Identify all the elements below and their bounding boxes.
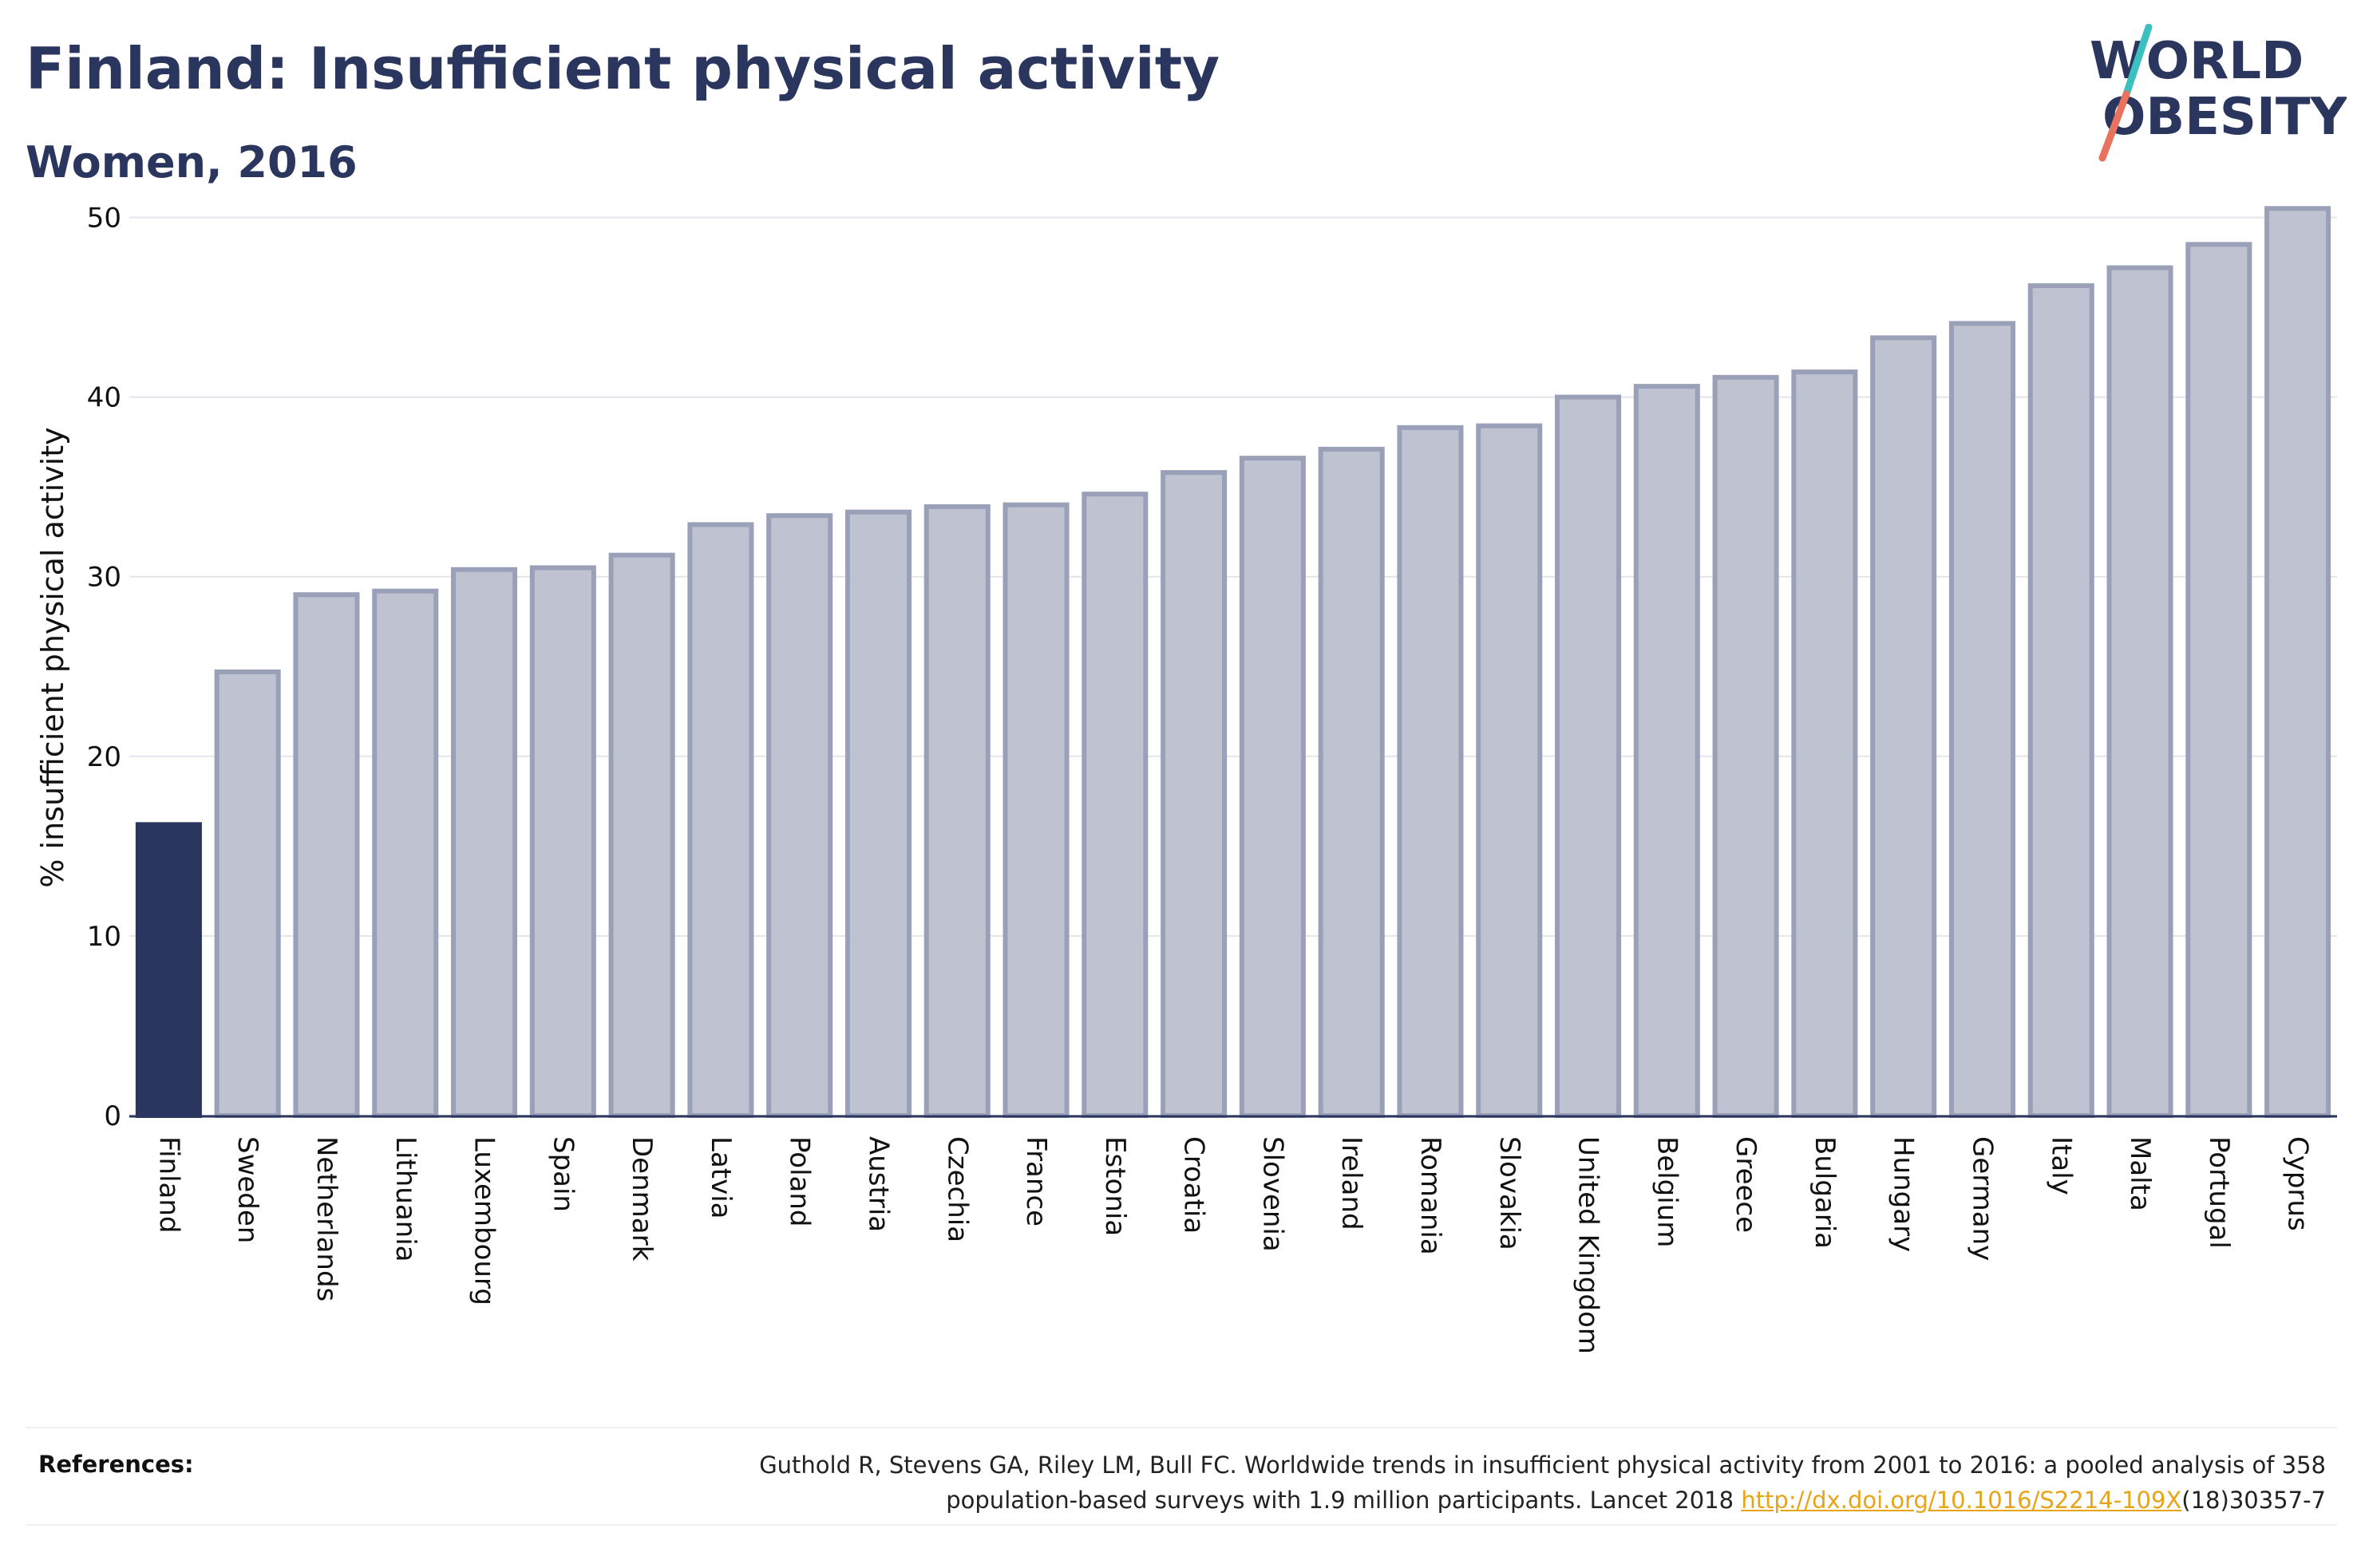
x-tick-label: Belgium (1651, 1136, 1683, 1247)
bar-lithuania (372, 588, 439, 1118)
bar-greece (1712, 374, 1779, 1118)
bar-chart: 0 10 20 30 40 50 Finland Sweden Netherlands Lith… (35, 203, 2337, 1354)
x-tick-label: Slovakia (1493, 1136, 1525, 1250)
y-tick-label: 40 (87, 382, 121, 414)
x-tick-label: France (1020, 1136, 1052, 1226)
references-bottom-rule (26, 1524, 2337, 1526)
bar-poland (766, 513, 833, 1118)
x-tick-label: Luxembourg (469, 1136, 500, 1305)
references-top-rule (26, 1427, 2337, 1428)
references-line-2-prefix: population-based surveys with 1.9 millio… (946, 1487, 1742, 1514)
y-tick-label: 10 (87, 921, 121, 953)
references-line-1: Guthold R, Stevens GA, Riley LM, Bull FC… (759, 1451, 2326, 1479)
x-tick-label: Hungary (1888, 1136, 1920, 1252)
bar-slovenia (1239, 456, 1306, 1118)
x-tick-label: Cyprus (2282, 1136, 2314, 1231)
x-tick-label: Malta (2124, 1136, 2156, 1211)
bar-slovakia (1476, 423, 1543, 1118)
bar-italy (2027, 283, 2094, 1118)
x-tick-label: Denmark (626, 1136, 658, 1262)
x-tick-label: Netherlands (310, 1136, 342, 1301)
x-tick-labels: Finland Sweden Netherlands Lithuania Luxembo… (152, 1136, 2313, 1354)
bar-netherlands (293, 592, 360, 1118)
bar-france (1003, 502, 1070, 1118)
x-tick-label: Czechia (941, 1136, 973, 1242)
page-subtitle: Women, 2016 (26, 137, 358, 188)
x-tick-label: United Kingdom (1572, 1136, 1604, 1354)
x-tick-label: Germany (1966, 1136, 1998, 1261)
bar-denmark (608, 552, 675, 1118)
y-tick-label: 50 (87, 203, 121, 235)
bar-romania (1397, 425, 1464, 1118)
x-tick-label: Greece (1730, 1136, 1762, 1233)
x-tick-label: Italy (2045, 1136, 2077, 1195)
bar-united-kingdom (1555, 394, 1622, 1118)
x-tick-label: Latvia (705, 1136, 737, 1219)
y-tick-label: 20 (87, 741, 121, 773)
bar-latvia (687, 522, 754, 1118)
bar-czechia (923, 504, 991, 1118)
y-tick-label: 0 (104, 1100, 121, 1132)
bar-portugal (2185, 242, 2252, 1118)
x-tick-label: Spain (547, 1136, 579, 1212)
logo-word-obesity: OBESITY (2102, 88, 2347, 147)
logo-slash-bottom (2098, 90, 2130, 162)
bar-hungary (1870, 335, 1937, 1118)
x-tick-label: Estonia (1099, 1136, 1131, 1236)
x-tick-label: Portugal (2203, 1136, 2235, 1249)
logo-slash-top (2122, 24, 2153, 98)
x-tick-label: Lithuania (390, 1136, 421, 1262)
world-obesity-logo: WORLD OBESITY (2090, 24, 2347, 162)
bar-sweden (214, 669, 281, 1118)
x-tick-label: Ireland (1335, 1136, 1367, 1230)
bar-belgium (1633, 384, 1700, 1118)
y-axis-label: % insufficient physical activity (35, 427, 70, 887)
y-tick-labels: 0 10 20 30 40 50 (87, 203, 121, 1132)
x-tick-label: Sweden (231, 1136, 263, 1243)
bar-estonia (1082, 492, 1149, 1118)
x-tick-label: Poland (784, 1136, 816, 1227)
references-line-2-suffix: (18)30357-7 (2181, 1487, 2326, 1514)
bar-bulgaria (1791, 369, 1858, 1118)
references-label: References: (38, 1451, 194, 1478)
x-tick-label: Slovenia (1256, 1136, 1288, 1252)
bar-malta (2106, 265, 2173, 1119)
bar-luxembourg (451, 567, 518, 1118)
y-tick-label: 30 (87, 562, 121, 594)
bar-austria (844, 509, 912, 1118)
x-tick-label: Bulgaria (1809, 1136, 1841, 1249)
bar-croatia (1161, 470, 1228, 1118)
x-tick-label: Croatia (1178, 1136, 1210, 1234)
x-tick-label: Romania (1414, 1136, 1446, 1255)
bars (135, 206, 2331, 1119)
references-text: Guthold R, Stevens GA, Riley LM, Bull FC… (410, 1448, 2326, 1518)
bar-spain (529, 565, 596, 1118)
x-tick-label: Austria (862, 1136, 894, 1232)
page-title: Finland: Insufficient physical activity (26, 35, 1220, 102)
bar-cyprus (2264, 206, 2331, 1119)
references-doi-link[interactable]: http://dx.doi.org/10.1016/S2214-109X (1741, 1487, 2182, 1514)
bar-germany (1948, 321, 2015, 1119)
bar-ireland (1318, 446, 1385, 1118)
logo-word-world: WORLD (2090, 32, 2304, 91)
x-tick-label: Finland (152, 1136, 184, 1234)
bar-finland (135, 822, 202, 1118)
